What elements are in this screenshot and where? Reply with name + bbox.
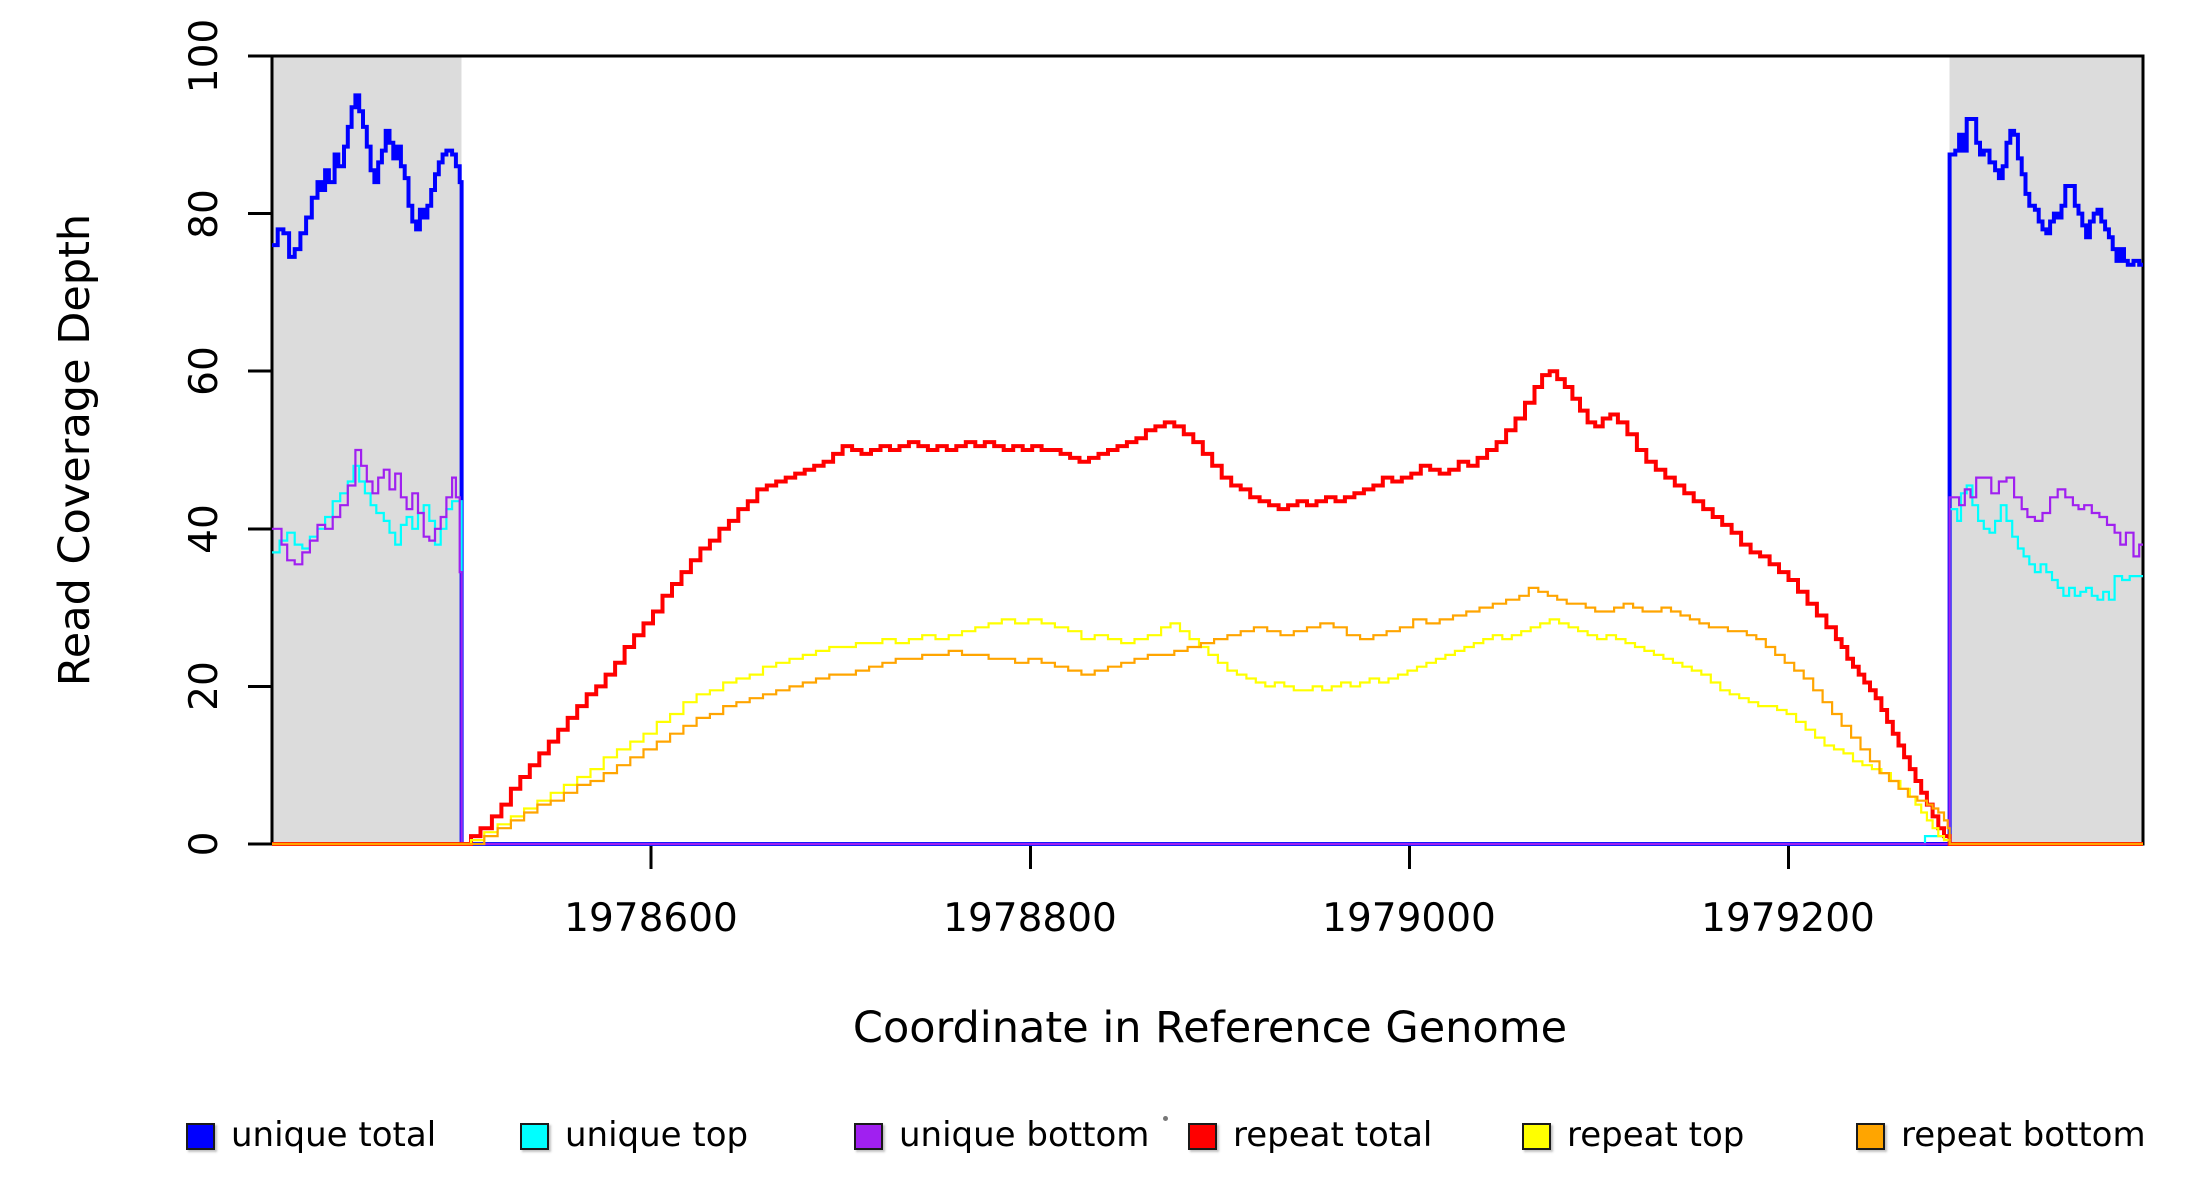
legend-label: repeat bottom xyxy=(1901,1115,2146,1155)
unique-bottom-swatch-icon xyxy=(854,1123,883,1150)
series-unique-bottom xyxy=(272,448,2143,846)
y-tick-label-20: 20 xyxy=(182,661,227,711)
y-tick-label-40: 40 xyxy=(182,504,227,554)
y-tick-label-0: 0 xyxy=(182,831,227,857)
legend-label: repeat top xyxy=(1567,1115,1745,1155)
repeat-top-swatch-icon xyxy=(1522,1123,1551,1150)
series-unique-total xyxy=(272,93,2143,846)
x-tick-label-1978800: 1978800 xyxy=(943,896,1117,941)
legend-label: unique bottom xyxy=(899,1115,1150,1155)
series-repeat-top xyxy=(272,618,2143,846)
series-repeat-total xyxy=(272,369,2143,846)
series-repeat-bottom xyxy=(272,586,2143,846)
x-axis-title: Coordinate in Reference Genome xyxy=(852,1003,1568,1053)
y-axis-title: Read Coverage Depth xyxy=(50,213,100,687)
shaded-region xyxy=(1949,56,2143,844)
repeat-total-swatch-icon xyxy=(1188,1123,1217,1150)
y-tick-label-80: 80 xyxy=(182,189,227,239)
shaded-region xyxy=(272,56,462,844)
x-tick-label-1979000: 1979000 xyxy=(1322,896,1496,941)
stray-dot xyxy=(1163,1116,1168,1121)
y-tick-label-100: 100 xyxy=(182,18,227,94)
legend: unique total unique top unique bottom re… xyxy=(0,1095,2200,1185)
plot-box xyxy=(270,54,2145,846)
legend-label: unique total xyxy=(231,1115,437,1155)
x-tick-label-1979200: 1979200 xyxy=(1701,896,1875,941)
y-tick-label-60: 60 xyxy=(182,346,227,396)
legend-label: unique top xyxy=(565,1115,749,1155)
x-tick-label-1978600: 1978600 xyxy=(564,896,738,941)
unique-top-swatch-icon xyxy=(520,1123,549,1150)
repeat-bottom-swatch-icon xyxy=(1856,1123,1885,1150)
series-unique-top xyxy=(272,464,2143,846)
legend-label: repeat total xyxy=(1233,1115,1433,1155)
unique-total-swatch-icon xyxy=(186,1123,215,1150)
